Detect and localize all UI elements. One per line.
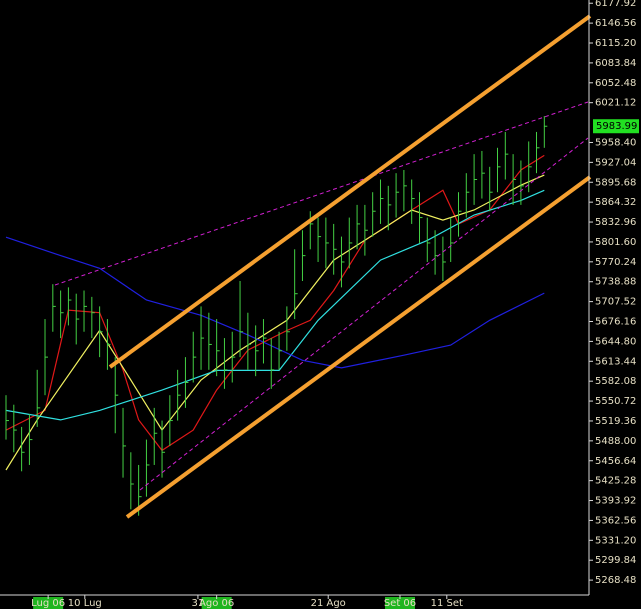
y-tick-label: 5488.00: [595, 436, 636, 447]
y-tick-label: 5456.64: [595, 456, 636, 467]
y-tick-label: 5801.60: [595, 237, 636, 248]
y-tick-label: 5331.20: [595, 535, 636, 546]
y-tick-label: 5958.40: [595, 137, 636, 148]
trend-line: [54, 101, 589, 286]
last-price-label: 5983.99: [596, 121, 637, 132]
x-tick-label: Set 06: [384, 598, 416, 609]
x-tick-label: 31: [192, 598, 205, 609]
y-tick-label: 6083.84: [595, 58, 636, 69]
y-tick-label: 5832.96: [595, 217, 636, 228]
channel-line: [125, 175, 592, 519]
y-tick-label: 5927.04: [595, 157, 636, 168]
y-tick-label: 6052.48: [595, 78, 636, 89]
x-tick-highlight: [201, 597, 232, 609]
y-tick-label: 6115.20: [595, 38, 636, 49]
x-tick-label: 11 Set: [431, 598, 463, 609]
last-price-box: [593, 119, 639, 134]
x-tick-highlight: [33, 597, 64, 609]
y-tick-label: 5425.28: [595, 476, 636, 487]
y-tick-label: 5895.68: [595, 177, 636, 188]
y-tick-label: 5770.24: [595, 257, 636, 268]
y-tick-label: 5676.16: [595, 317, 636, 328]
moving-average: [5, 189, 545, 421]
y-tick-label: 5268.48: [595, 575, 636, 586]
y-tick-label: 6021.12: [595, 98, 636, 109]
moving-average: [5, 236, 545, 369]
x-tick-highlight: [384, 597, 415, 609]
trend-line: [139, 137, 589, 491]
y-tick-label: 6177.92: [595, 0, 636, 9]
y-tick-label: 5299.84: [595, 555, 636, 566]
y-tick-label: 5519.36: [595, 416, 636, 427]
x-tick-label: Lug 06: [31, 598, 65, 609]
y-tick-label: 5393.92: [595, 496, 636, 507]
y-tick-label: 5582.08: [595, 376, 636, 387]
x-tick-label: 21 Ago: [311, 598, 346, 609]
trend-lines: [54, 14, 592, 519]
x-tick-label: Ago 06: [199, 598, 234, 609]
y-tick-label: 5864.32: [595, 197, 636, 208]
channel-line: [108, 14, 592, 369]
x-tick-label: 10 Lug: [68, 598, 102, 609]
y-tick-label: 5550.72: [595, 396, 636, 407]
y-tick-label: 5644.80: [595, 336, 636, 347]
y-tick-label: 5362.56: [595, 515, 636, 526]
y-tick-label: 5707.52: [595, 297, 636, 308]
y-tick-label: 5738.88: [595, 277, 636, 288]
y-tick-label: 5613.44: [595, 356, 636, 367]
y-tick-label: 6146.56: [595, 18, 636, 29]
